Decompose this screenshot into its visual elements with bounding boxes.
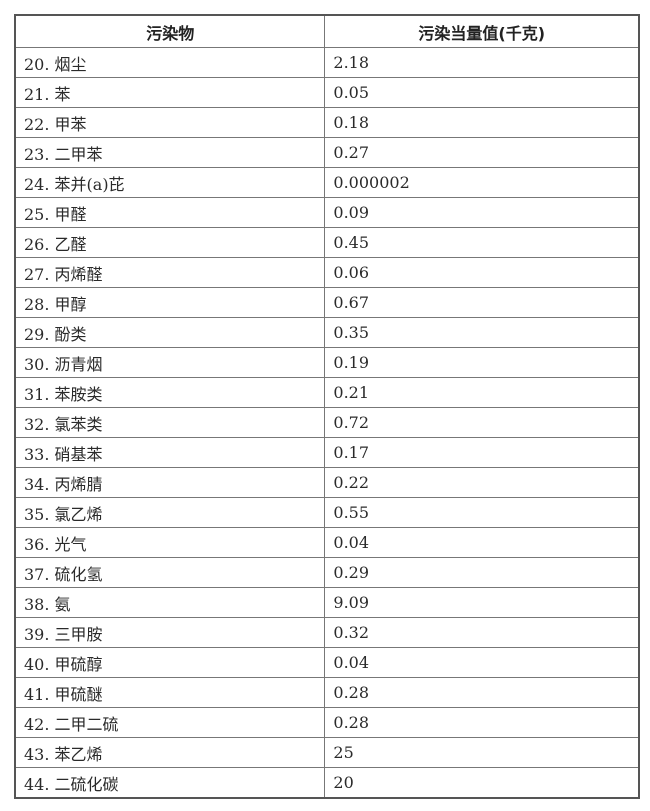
- table-row: 30. 沥青烟 0.19: [14, 347, 640, 378]
- pollutant-cell: 20. 烟尘: [14, 47, 326, 78]
- equivalent-value-cell: 2.18: [324, 47, 640, 78]
- pollutant-cell: 24. 苯并(a)芘: [14, 167, 326, 198]
- table-row: 28. 甲醇 0.67: [14, 287, 640, 318]
- pollutant-cell: 38. 氨: [14, 587, 326, 618]
- equivalent-value-cell: 0.28: [324, 677, 640, 708]
- table-row: 41. 甲硫醚 0.28: [14, 677, 640, 708]
- pollutant-cell: 32. 氯苯类: [14, 407, 326, 438]
- pollutant-cell: 36. 光气: [14, 527, 326, 558]
- pollutant-cell: 31. 苯胺类: [14, 377, 326, 408]
- equivalent-value-cell: 0.55: [324, 497, 640, 528]
- equivalent-value-cell: 0.21: [324, 377, 640, 408]
- pollutant-cell: 25. 甲醛: [14, 197, 326, 228]
- table-row: 37. 硫化氢 0.29: [14, 557, 640, 588]
- table-row: 38. 氨 9.09: [14, 587, 640, 618]
- pollutant-cell: 29. 酚类: [14, 317, 326, 348]
- table-row: 33. 硝基苯 0.17: [14, 437, 640, 468]
- pollutant-cell: 28. 甲醇: [14, 287, 326, 318]
- pollutant-cell: 41. 甲硫醚: [14, 677, 326, 708]
- table-row: 43. 苯乙烯 25: [14, 737, 640, 768]
- table-row: 24. 苯并(a)芘 0.000002: [14, 167, 640, 198]
- pollutant-cell: 42. 二甲二硫: [14, 707, 326, 738]
- table-row: 25. 甲醛 0.09: [14, 197, 640, 228]
- equivalent-value-cell: 0.45: [324, 227, 640, 258]
- table-row: 29. 酚类 0.35: [14, 317, 640, 348]
- table-row: 44. 二硫化碳 20: [14, 767, 640, 799]
- pollutant-cell: 44. 二硫化碳: [14, 767, 326, 799]
- equivalent-value-cell: 9.09: [324, 587, 640, 618]
- table-row: 35. 氯乙烯 0.55: [14, 497, 640, 528]
- equivalent-value-cell: 25: [324, 737, 640, 768]
- pollutant-cell: 39. 三甲胺: [14, 617, 326, 648]
- table-row: 22. 甲苯 0.18: [14, 107, 640, 138]
- pollutant-cell: 34. 丙烯腈: [14, 467, 326, 498]
- equivalent-value-cell: 0.17: [324, 437, 640, 468]
- table-row: 39. 三甲胺 0.32: [14, 617, 640, 648]
- equivalent-value-cell: 0.67: [324, 287, 640, 318]
- pollutant-cell: 30. 沥青烟: [14, 347, 326, 378]
- table-row: 36. 光气 0.04: [14, 527, 640, 558]
- table-row: 42. 二甲二硫 0.28: [14, 707, 640, 738]
- pollutant-cell: 26. 乙醛: [14, 227, 326, 258]
- table-row: 40. 甲硫醇 0.04: [14, 647, 640, 678]
- pollutant-cell: 43. 苯乙烯: [14, 737, 326, 768]
- equivalent-value-cell: 0.22: [324, 467, 640, 498]
- pollutant-cell: 33. 硝基苯: [14, 437, 326, 468]
- equivalent-value-cell: 0.06: [324, 257, 640, 288]
- equivalent-value-cell: 0.28: [324, 707, 640, 738]
- table-row: 31. 苯胺类 0.21: [14, 377, 640, 408]
- header-row: 污染物 污染当量值(千克): [14, 14, 640, 48]
- equivalent-value-cell: 0.09: [324, 197, 640, 228]
- table-row: 34. 丙烯腈 0.22: [14, 467, 640, 498]
- pollutant-cell: 40. 甲硫醇: [14, 647, 326, 678]
- table-row: 32. 氯苯类 0.72: [14, 407, 640, 438]
- equivalent-value-cell: 0.19: [324, 347, 640, 378]
- equivalent-value-cell: 0.72: [324, 407, 640, 438]
- equivalent-value-cell: 0.32: [324, 617, 640, 648]
- pollutant-equivalent-table: 污染物 污染当量值(千克) 20. 烟尘 2.18 21. 苯 0.05 22. 甲苯 0…: [14, 14, 640, 799]
- pollutant-cell: 35. 氯乙烯: [14, 497, 326, 528]
- table-row: 27. 丙烯醛 0.06: [14, 257, 640, 288]
- equivalent-value-cell: 0.04: [324, 527, 640, 558]
- pollutant-cell: 23. 二甲苯: [14, 137, 326, 168]
- table-row: 21. 苯 0.05: [14, 77, 640, 108]
- pollutant-cell: 21. 苯: [14, 77, 326, 108]
- equivalent-value-cell: 0.27: [324, 137, 640, 168]
- table-row: 20. 烟尘 2.18: [14, 47, 640, 78]
- pollutant-cell: 27. 丙烯醛: [14, 257, 326, 288]
- equivalent-value-cell: 0.04: [324, 647, 640, 678]
- equivalent-value-cell: 0.000002: [324, 167, 640, 198]
- pollutant-cell: 22. 甲苯: [14, 107, 326, 138]
- header-equivalent-value: 污染当量值(千克): [324, 14, 640, 48]
- equivalent-value-cell: 0.35: [324, 317, 640, 348]
- equivalent-value-cell: 20: [324, 767, 640, 799]
- table-row: 23. 二甲苯 0.27: [14, 137, 640, 168]
- equivalent-value-cell: 0.05: [324, 77, 640, 108]
- table-row: 26. 乙醛 0.45: [14, 227, 640, 258]
- header-pollutant: 污染物: [14, 14, 326, 48]
- equivalent-value-cell: 0.29: [324, 557, 640, 588]
- equivalent-value-cell: 0.18: [324, 107, 640, 138]
- pollutant-cell: 37. 硫化氢: [14, 557, 326, 588]
